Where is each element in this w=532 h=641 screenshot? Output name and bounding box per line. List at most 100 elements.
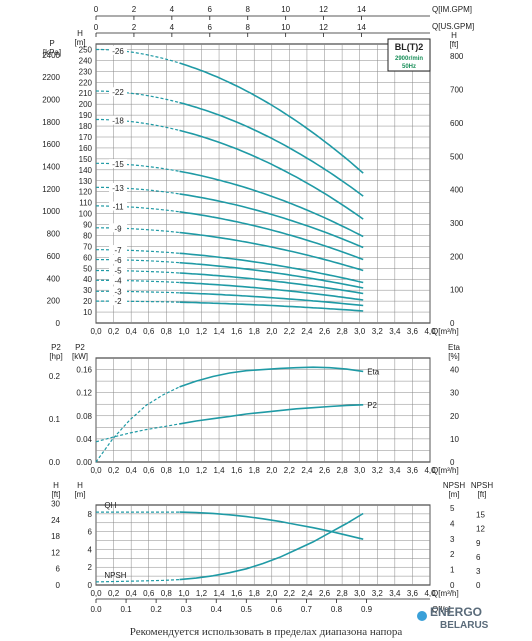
stage-label-11: -3 (114, 287, 122, 296)
power-ylabel-eta-1: [%] (448, 352, 460, 361)
npsh-m3htick-19: 4,0 (424, 589, 436, 598)
badge-freq: 50Hz (402, 64, 416, 70)
head-fttick-5: 500 (450, 152, 464, 161)
imgpm-tick-0: 0 (94, 5, 99, 14)
head-xtick-16: 3,2 (372, 327, 384, 336)
head-kpatick-5: 1000 (42, 207, 60, 216)
power-xtick-13: 2,6 (319, 466, 331, 475)
npsh-nfttick-3: 9 (476, 539, 481, 548)
power-etatick-3: 30 (450, 389, 459, 398)
stage-label-4: -13 (112, 184, 124, 193)
npsh-ylabel-hm-0: H (77, 481, 83, 490)
stage-curve-dashed-12 (96, 300, 180, 303)
head-mtick-0: 10 (83, 308, 92, 317)
npsh-nfttick-1: 3 (476, 567, 481, 576)
npsh-hmtick-2: 4 (88, 545, 93, 554)
npsh-lstick-7: 0.7 (301, 605, 313, 614)
series-dashed-npsh (95, 579, 180, 583)
head-kpatick-9: 1800 (42, 118, 60, 127)
power-kwtick-0: 0.00 (76, 458, 92, 467)
head-mtick-1: 20 (83, 297, 92, 306)
npsh-ylabel-hm-1: [m] (74, 490, 85, 499)
head-mtick-13: 140 (79, 166, 93, 175)
power-kwtick-3: 0.12 (76, 389, 92, 398)
usgpm-tick-0: 0 (94, 23, 99, 32)
stage-curve-11 (179, 292, 364, 307)
series-line-qh (179, 511, 364, 540)
npsh-lstick-1: 0.1 (120, 605, 132, 614)
head-xtick-18: 3,6 (407, 327, 419, 336)
stage-label-bg-11 (109, 286, 128, 296)
head-mtick-9: 100 (79, 210, 93, 219)
power-panel-frame (95, 357, 431, 463)
npsh-m3htick-16: 3,2 (372, 589, 384, 598)
head-mtick-22: 230 (79, 67, 93, 76)
npsh-m3htick-6: 1,2 (196, 589, 208, 598)
head-xtick-8: 1,6 (231, 327, 243, 336)
stage-label-bg-6 (109, 223, 128, 233)
watermark-logo-icon (417, 611, 427, 621)
head-mtick-20: 210 (79, 89, 93, 98)
imgpm-tick-5: 10 (281, 5, 290, 14)
power-ylabel-hp-0: P2 (51, 343, 61, 352)
npsh-m3htick-17: 3,4 (389, 589, 401, 598)
stage-label-12: -2 (114, 297, 122, 306)
power-etatick-2: 20 (450, 412, 459, 421)
stage-curve-2 (179, 129, 364, 220)
stage-label-bg-1 (109, 87, 128, 97)
footer-note: Рекомендуется использовать в пределах ди… (129, 626, 403, 638)
npsh-nmtick-2: 2 (450, 550, 455, 559)
stage-curve-6 (179, 231, 364, 272)
head-mtick-3: 40 (83, 275, 92, 284)
head-ylabel-kpa-0: P (49, 39, 54, 48)
stage-label-6: -9 (114, 224, 122, 233)
npsh-nmtick-4: 4 (450, 519, 455, 528)
usgpm-tick-2: 4 (170, 23, 175, 32)
npsh-hfttick-1: 6 (56, 565, 61, 574)
stage-curve-9 (179, 272, 364, 295)
stage-label-7: -7 (114, 246, 122, 255)
npsh-m3htick-12: 2,4 (301, 589, 313, 598)
head-kpatick-6: 1200 (42, 185, 60, 194)
stage-label-10: -4 (114, 277, 122, 286)
head-mtick-21: 220 (79, 78, 93, 87)
head-fttick-0: 0 (450, 319, 455, 328)
npsh-lstick-8: 0.8 (331, 605, 343, 614)
stage-label-5: -11 (113, 203, 125, 212)
npsh-hmtick-3: 6 (88, 528, 93, 537)
power-xtick-10: 2,0 (266, 466, 278, 475)
head-fttick-2: 200 (450, 252, 464, 261)
stage-curve-10 (179, 281, 364, 301)
npsh-m3htick-11: 2,2 (284, 589, 296, 598)
npsh-m3htick-1: 0,2 (108, 589, 120, 598)
watermark-line2: BELARUS (440, 620, 489, 631)
usgpm-tick-6: 12 (319, 23, 328, 32)
npsh-m3htick-15: 3,0 (354, 589, 366, 598)
stage-curve-dashed-7 (96, 249, 180, 254)
series-line-npsh (179, 512, 364, 581)
power-xtick-2: 0,4 (126, 466, 138, 475)
stage-curve-dashed-5 (96, 205, 180, 213)
stage-label-2: -18 (112, 117, 124, 126)
npsh-nmtick-0: 0 (450, 581, 455, 590)
npsh-ylabel-nm-1: [m] (448, 490, 459, 499)
series-label-npsh: NPSH (104, 571, 126, 580)
head-mtick-8: 90 (83, 221, 92, 230)
head-fttick-7: 700 (450, 86, 464, 95)
npsh-m3htick-10: 2,0 (266, 589, 278, 598)
head-xtick-0: 0,0 (90, 327, 102, 336)
npsh-nmtick-3: 3 (450, 535, 455, 544)
stage-curve-dashed-0 (96, 48, 180, 64)
imgpm-tick-4: 8 (245, 5, 250, 14)
power-kwtick-4: 0.16 (76, 366, 92, 375)
power-xtick-11: 2,2 (284, 466, 296, 475)
npsh-lstick-4: 0.4 (211, 605, 223, 614)
watermark-line1: ENERGO (430, 605, 482, 619)
head-mtick-15: 160 (79, 144, 93, 153)
npsh-hfttick-2: 12 (51, 548, 60, 557)
stage-curve-1 (179, 101, 364, 197)
power-xtick-7: 1,4 (213, 466, 225, 475)
stage-label-bg-7 (109, 245, 128, 255)
head-kpatick-1: 200 (47, 297, 61, 306)
power-xtick-4: 0,8 (161, 466, 173, 475)
